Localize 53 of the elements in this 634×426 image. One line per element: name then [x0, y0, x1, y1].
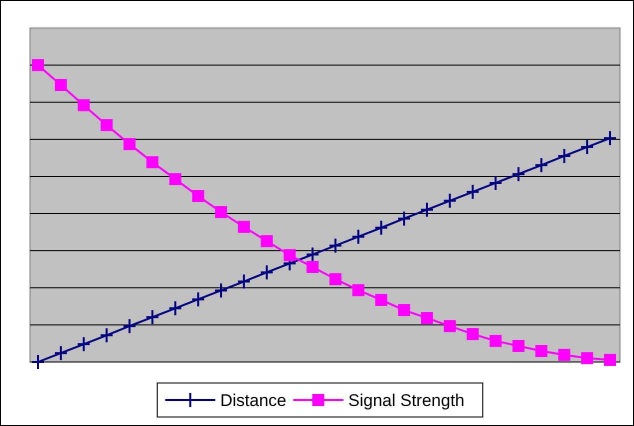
point	[581, 352, 594, 364]
point	[512, 340, 524, 352]
point	[534, 157, 548, 174]
point	[466, 328, 479, 340]
point	[54, 345, 68, 362]
point	[76, 336, 91, 352]
point	[122, 318, 137, 334]
point	[54, 79, 67, 92]
point	[191, 291, 206, 308]
point	[420, 202, 434, 218]
point	[490, 334, 502, 347]
point	[306, 246, 320, 263]
point	[238, 220, 250, 233]
point	[328, 238, 342, 254]
point	[32, 59, 44, 72]
point	[352, 284, 364, 296]
point	[169, 173, 182, 186]
point	[214, 282, 228, 298]
point	[215, 206, 228, 218]
point	[192, 190, 204, 202]
point	[31, 354, 45, 370]
point	[236, 274, 251, 290]
legend-label: Signal Strength	[348, 391, 464, 410]
point	[466, 184, 480, 200]
point	[398, 304, 410, 316]
point	[374, 220, 388, 236]
point	[78, 99, 90, 112]
point	[488, 174, 503, 191]
point	[351, 228, 366, 245]
point	[511, 166, 526, 182]
point	[100, 119, 113, 132]
point	[442, 192, 457, 209]
point	[580, 139, 594, 156]
point	[420, 312, 433, 324]
point	[284, 249, 296, 262]
point	[145, 309, 160, 326]
point	[375, 294, 388, 306]
point	[100, 327, 114, 344]
point	[444, 320, 456, 332]
point	[558, 348, 570, 361]
point	[124, 138, 136, 150]
point	[168, 300, 182, 316]
point	[535, 345, 548, 358]
point	[260, 235, 273, 248]
point	[260, 264, 274, 280]
legend-label: Distance	[220, 391, 286, 410]
point	[603, 130, 617, 146]
point	[397, 210, 412, 227]
point	[146, 156, 158, 168]
point	[329, 273, 342, 286]
point	[306, 260, 319, 273]
point	[604, 354, 616, 366]
point	[557, 148, 572, 164]
